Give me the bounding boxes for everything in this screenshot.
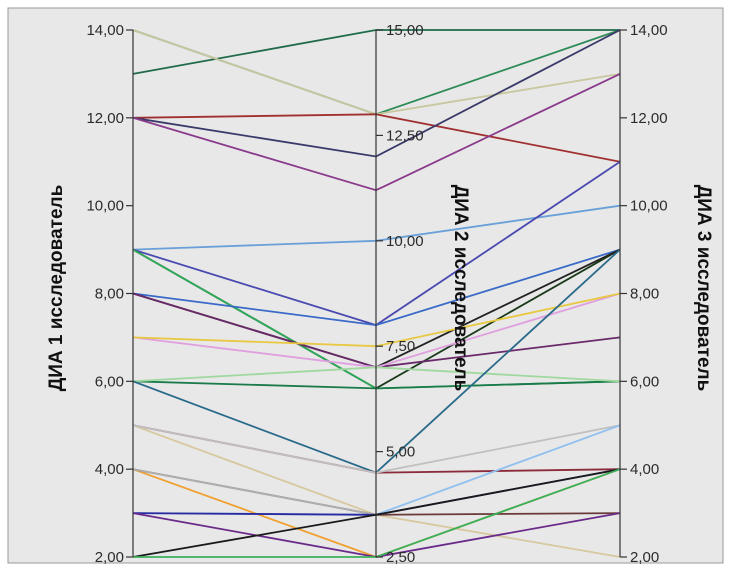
tick-label: 14,00 [86, 22, 124, 39]
axis-title: ДИА 1 исследователь [46, 185, 67, 392]
tick-label: 10,00 [386, 233, 424, 250]
tick-label: 10,00 [630, 198, 668, 215]
tick-label: 15,00 [386, 22, 424, 39]
tick-label: 12,00 [86, 110, 124, 127]
tick-label: 6,00 [95, 373, 124, 390]
axis-title: ДИА 2 исследователь [450, 185, 471, 392]
tick-label: 4,00 [95, 461, 124, 478]
tick-label: 5,00 [386, 444, 415, 461]
tick-label: 4,00 [630, 461, 659, 478]
plot-frame [7, 7, 724, 564]
tick-label: 7,50 [386, 338, 415, 355]
tick-label: 10,00 [86, 198, 124, 215]
tick-label: 12,50 [386, 127, 424, 144]
tick-label: 2,00 [95, 549, 124, 566]
tick-label: 8,00 [95, 286, 124, 303]
tick-label: 2,50 [386, 549, 415, 566]
axes: 2,00 4,00 6,00 8,00 10,00 12,00 14,00 2,50 5,00 7… [46, 22, 714, 566]
tick-label: 2,00 [630, 549, 659, 566]
tick-label: 12,00 [630, 110, 668, 127]
tick-label: 14,00 [630, 22, 668, 39]
tick-label: 8,00 [630, 286, 659, 303]
axis-title: ДИА 3 исследователь [693, 185, 714, 392]
tick-label: 6,00 [630, 373, 659, 390]
